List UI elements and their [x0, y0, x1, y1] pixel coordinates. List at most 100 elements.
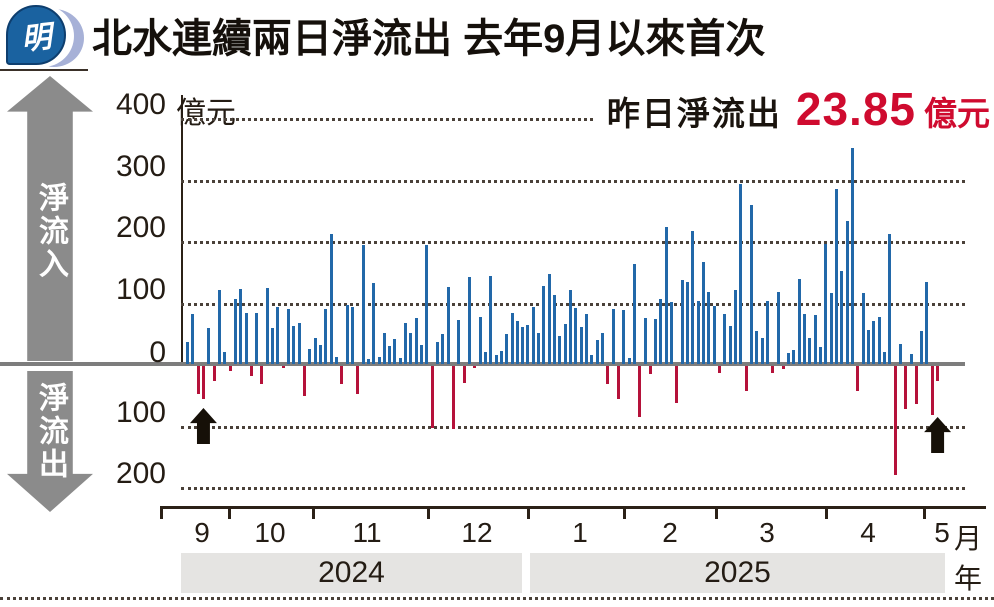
month-tick: [160, 509, 163, 519]
inflow-bar: [872, 320, 876, 364]
inflow-bar: [393, 339, 397, 364]
outflow-bar: [675, 366, 679, 403]
outflow-bar: [914, 366, 918, 404]
inflow-bar: [563, 324, 567, 364]
month-label: 10: [254, 517, 286, 548]
y-tick-label: 200: [115, 457, 166, 490]
inflow-bar: [361, 245, 365, 364]
annotation-label: 昨日淨流出: [606, 95, 782, 132]
inflow-bar: [526, 325, 530, 364]
y-axis-unit-label: 億元: [176, 97, 236, 130]
month-tick: [923, 509, 926, 519]
inflow-bar: [372, 282, 376, 364]
inflow-bar: [627, 357, 631, 364]
inflow-bar: [334, 356, 338, 364]
outflow-bar: [260, 366, 264, 385]
inflow-bar: [292, 325, 296, 364]
inflow-bar: [377, 356, 381, 364]
inflow-bar: [388, 345, 392, 364]
inflow-bar: [702, 261, 706, 364]
inflow-bar: [297, 322, 301, 364]
inflow-bar: [404, 323, 408, 364]
inflow-bar: [553, 295, 557, 364]
month-label: 9: [194, 517, 210, 548]
inflow-bar: [579, 327, 583, 364]
outflow-bar: [356, 366, 360, 394]
inflow-bar: [835, 189, 839, 364]
mingpao-logo: 明: [4, 3, 94, 67]
inflow-bar: [494, 354, 498, 364]
inflow-bar: [233, 299, 237, 364]
inflow-bar: [313, 338, 317, 364]
y-axis-line: [181, 95, 183, 364]
inflow-bar: [696, 300, 700, 364]
outflow-bar: [228, 366, 232, 371]
inflow-bar: [765, 301, 769, 364]
month-suffix-label: 月: [954, 523, 983, 554]
outflow-bar: [718, 366, 721, 374]
outflow-bar: [893, 366, 897, 476]
inflow-bar: [531, 307, 535, 364]
inflow-bar: [728, 325, 732, 364]
year-band-2024: 2024: [181, 553, 522, 593]
inflow-bar: [585, 313, 588, 364]
logo-character: 明: [19, 20, 54, 57]
latest-outflow-annotation: 昨日淨流出 23.85 億元: [592, 82, 990, 136]
outflow-bar: [473, 366, 477, 368]
inflow-bar: [441, 333, 445, 364]
outflow-bar: [616, 366, 620, 400]
inflow-bar: [595, 340, 599, 364]
inflow-bar: [600, 332, 604, 364]
inflow-bar: [819, 346, 823, 364]
inflow-bar: [574, 308, 578, 364]
inflow-bar: [755, 331, 759, 364]
inflow-bar: [909, 354, 913, 364]
inflow-bar: [723, 313, 727, 364]
month-label: 12: [461, 517, 493, 548]
outflow-direction-arrow-icon: 淨流出: [7, 371, 93, 512]
y-tick-label: 100: [115, 272, 166, 306]
inflow-bar: [420, 344, 424, 364]
year-suffix-label: 年: [954, 563, 983, 594]
inflow-bar: [510, 312, 514, 364]
outflow-bar: [648, 366, 652, 374]
outflow-bar: [904, 366, 908, 410]
month-tick: [715, 509, 718, 519]
month-label: 11: [352, 517, 382, 548]
outflow-bar: [196, 366, 200, 395]
inflow-bar: [882, 351, 886, 364]
inflow-bar: [265, 288, 269, 364]
month-tick: [527, 509, 530, 519]
inflow-bar: [191, 313, 195, 364]
inflow-bar: [861, 293, 865, 364]
bottom-dotted-line: [0, 597, 994, 600]
zero-line: [0, 362, 965, 366]
inflow-bar: [569, 289, 573, 364]
gridline-100: [181, 302, 965, 306]
inflow-bar: [797, 279, 801, 364]
outflow-bar: [303, 366, 307, 396]
inflow-bar: [207, 328, 211, 364]
outflow-bar: [201, 366, 205, 400]
inflow-bar: [547, 274, 551, 364]
month-label: 2: [662, 517, 678, 548]
inflow-bar: [866, 330, 870, 364]
inflow-bar: [505, 333, 509, 364]
inflow-bar: [680, 279, 684, 364]
x-axis-line: [160, 506, 986, 509]
outflow-bar: [936, 366, 940, 381]
inflow-bar: [319, 344, 322, 364]
gridline-300: [181, 179, 965, 183]
page-title: 北水連續兩日淨流出 去年9月以來首次: [92, 17, 766, 61]
inflow-bar: [467, 277, 471, 364]
month-tick: [228, 509, 231, 519]
inflow-bar: [840, 270, 844, 364]
inflow-bar: [350, 306, 354, 364]
inflow-bar: [382, 333, 386, 364]
logo-underline: [0, 69, 88, 71]
inflow-bar: [776, 292, 780, 364]
inflow-bar: [707, 292, 711, 364]
gridline--100: [181, 425, 965, 429]
gridline-400: [181, 118, 965, 121]
inflow-bar: [287, 309, 291, 364]
